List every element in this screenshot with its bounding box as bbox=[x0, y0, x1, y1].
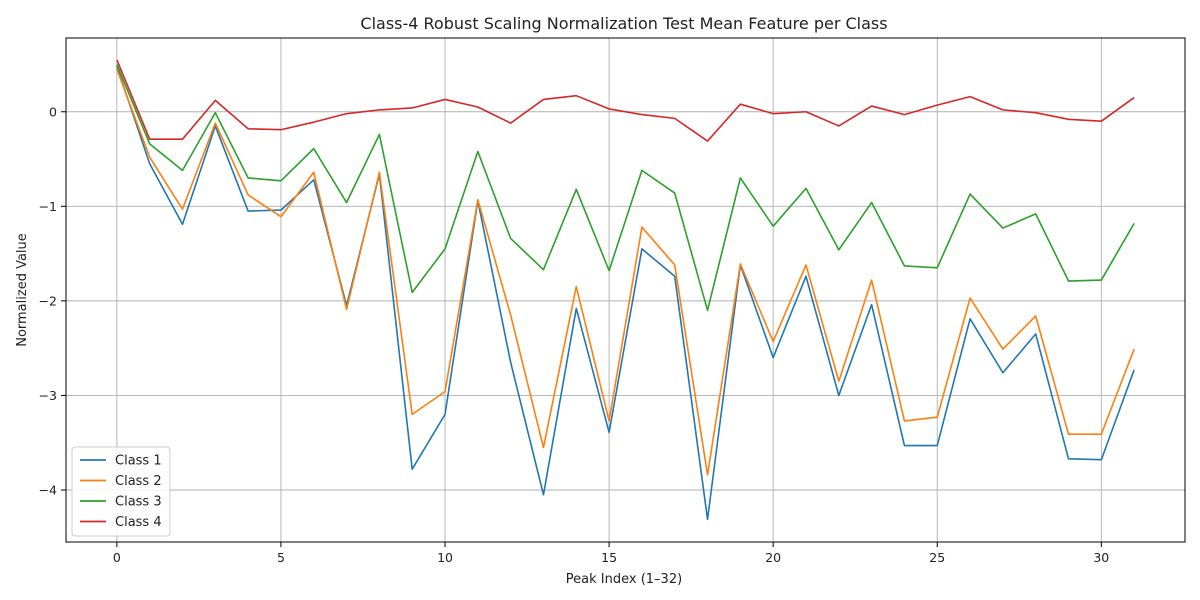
x-tick-label: 0 bbox=[113, 550, 121, 565]
y-axis-label: Normalized Value bbox=[15, 233, 30, 347]
y-ticks: 0 −1 −2 −3 −4 bbox=[39, 104, 66, 497]
legend-entry-label: Class 3 bbox=[115, 495, 162, 510]
series-line-1 bbox=[116, 66, 1135, 521]
x-tick-label: 20 bbox=[765, 550, 781, 565]
x-tick-label: 10 bbox=[437, 550, 453, 565]
x-ticks: 0 5 10 15 20 25 30 bbox=[113, 542, 1109, 565]
legend: Class 1 Class 2 Class 3 Class 4 bbox=[71, 446, 171, 537]
y-tick-label: −2 bbox=[39, 293, 57, 308]
x-axis-label: Peak Index (1–32) bbox=[566, 572, 682, 587]
y-tick-label: 0 bbox=[49, 104, 57, 119]
x-tick-label: 5 bbox=[277, 550, 285, 565]
x-tick-label: 25 bbox=[929, 550, 945, 565]
y-tick-label: −3 bbox=[39, 388, 57, 403]
series-line-4 bbox=[116, 59, 1135, 142]
y-tick-label: −4 bbox=[39, 482, 57, 497]
chart-title: Class-4 Robust Scaling Normalization Tes… bbox=[360, 14, 887, 33]
legend-entry-label: Class 1 bbox=[115, 454, 162, 469]
series-line-2 bbox=[116, 68, 1135, 476]
x-tick-label: 30 bbox=[1093, 550, 1109, 565]
legend-entry-label: Class 4 bbox=[115, 515, 162, 530]
series-line-3 bbox=[116, 64, 1135, 312]
series-group bbox=[116, 59, 1135, 521]
x-tick-label: 15 bbox=[601, 550, 617, 565]
y-tick-label: −1 bbox=[39, 199, 57, 214]
legend-box bbox=[71, 446, 171, 537]
grid bbox=[66, 38, 1185, 542]
plot-frame bbox=[65, 37, 1186, 543]
legend-entry-label: Class 2 bbox=[115, 474, 162, 489]
